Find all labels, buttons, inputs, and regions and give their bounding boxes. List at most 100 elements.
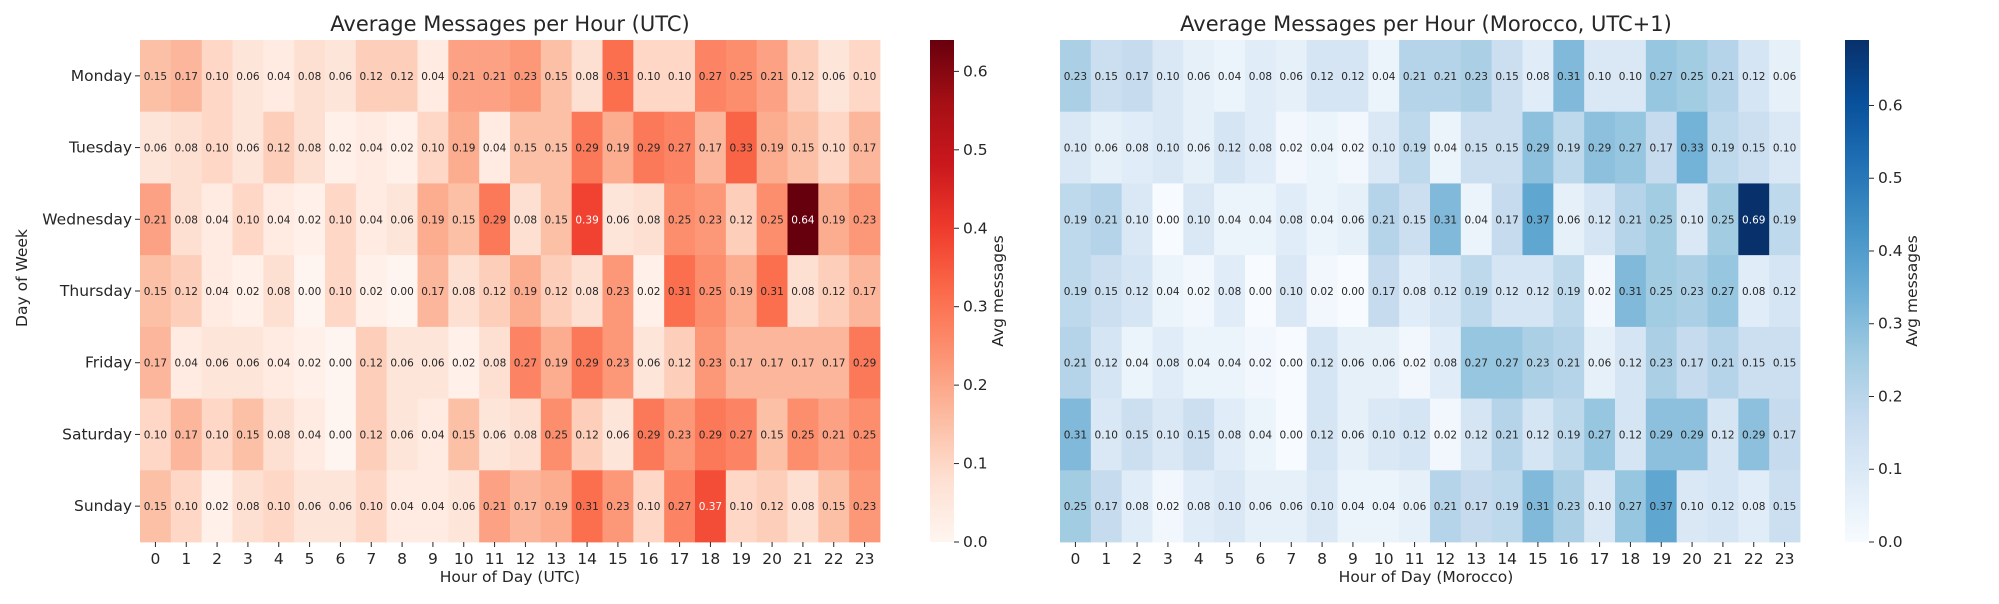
heatmap-cell: [1430, 470, 1462, 543]
cell-value-label: 0.06: [236, 71, 260, 83]
x-tick-label: 0: [150, 550, 160, 568]
heatmap-cell: [664, 398, 696, 471]
heatmap-cell: [849, 40, 881, 113]
cell-value-label: 0.31: [606, 71, 629, 83]
cell-value-label: 0.04: [1372, 71, 1396, 83]
cell-value-label: 0.04: [1249, 214, 1273, 226]
cell-value-label: 0.17: [791, 358, 814, 370]
heatmap-cell: [1275, 398, 1308, 471]
heatmap-cell: [602, 398, 634, 471]
heatmap-cell: [510, 326, 542, 399]
cell-value-label: 0.10: [329, 286, 352, 298]
cell-value-label: 0.12: [1434, 286, 1457, 298]
cell-value-label: 0.06: [390, 358, 414, 370]
colorbar-tick-label: 0.4: [963, 219, 988, 237]
heatmap-cell: [1707, 255, 1739, 328]
heatmap-cell: [849, 470, 881, 543]
x-tick-label: 9: [428, 550, 438, 568]
cell-value-label: 0.23: [1465, 71, 1488, 83]
heatmap-cell: [1491, 398, 1523, 471]
cell-value-label: 0.27: [1650, 71, 1673, 83]
x-tick-label: 6: [1255, 550, 1265, 568]
cell-value-label: 0.31: [1434, 214, 1457, 226]
heatmap-cell: [787, 398, 819, 471]
heatmap-cell: [1615, 470, 1647, 543]
x-tick-label: 5: [1225, 550, 1235, 568]
x-tick-label: 21: [1713, 550, 1733, 568]
cell-value-label: 0.10: [1619, 71, 1642, 83]
cell-value-label: 0.21: [1495, 429, 1518, 441]
cell-value-label: 0.08: [1218, 286, 1241, 298]
colorbar-morocco: 0.0 0.1 0.2 0.3 0.4 0.5 0.6: [1845, 40, 1903, 551]
heatmap-cell: [1676, 183, 1708, 256]
cell-value-label: 0.21: [1711, 71, 1734, 83]
cell-value-label: 0.12: [1310, 429, 1333, 441]
cell-value-label: 0.15: [791, 143, 814, 155]
heatmap-cell: [1214, 111, 1246, 184]
heatmap-cell: [386, 255, 418, 328]
y-tick-label: Saturday: [62, 425, 132, 443]
cell-value-label: 0.12: [1711, 501, 1734, 513]
heatmap-cell: [510, 398, 542, 471]
heatmap-cell: [1491, 326, 1523, 399]
heatmap-cell: [1368, 183, 1400, 256]
heatmap-cell: [1738, 255, 1770, 328]
cell-value-label: 0.10: [144, 429, 167, 441]
x-tick-label: 22: [1744, 550, 1764, 568]
heatmap-cell: [571, 398, 603, 471]
colorbar-label-morocco: Avg messages: [1903, 235, 1921, 346]
heatmap-cell: [725, 183, 758, 256]
heatmap-cell: [201, 111, 233, 184]
heatmap-cell: [263, 326, 295, 399]
heatmap-cell: [1337, 470, 1369, 543]
heatmap-cell: [664, 111, 696, 184]
heatmap-cell: [1430, 326, 1462, 399]
heatmap-cell: [510, 111, 542, 184]
heatmap-cell: [201, 326, 233, 399]
cell-value-label: 0.23: [606, 286, 629, 298]
heatmap-cell: [725, 470, 758, 543]
cell-value-label: 0.15: [1465, 143, 1488, 155]
heatmap-cell: [1368, 111, 1400, 184]
heatmap-cell: [756, 470, 788, 543]
heatmap-cell: [386, 470, 418, 543]
heatmap-cell: [170, 111, 203, 184]
heatmap-cell: [1522, 111, 1554, 184]
cell-value-label: 0.06: [1280, 71, 1304, 83]
cell-value-label: 0.21: [1711, 358, 1734, 370]
heatmap-cell: [232, 470, 264, 543]
heatmap-cell: [849, 183, 881, 256]
x-tick-label: 20: [1682, 550, 1702, 568]
heatmap-cell: [787, 255, 819, 328]
heatmap-cell: [849, 111, 881, 184]
cell-value-label: 0.19: [452, 143, 475, 155]
heatmap-cell: [355, 111, 388, 184]
heatmap-cell: [417, 398, 449, 471]
cell-value-label: 0.06: [1187, 143, 1211, 155]
heatmap-cell: [1707, 470, 1739, 543]
cell-value-label: 0.12: [360, 358, 383, 370]
cell-value-label: 0.10: [1156, 429, 1179, 441]
cell-value-label: 0.21: [1557, 358, 1580, 370]
x-tick-labels-utc: 0 1 2 3 4 5 6 7 8 9 10 11 12 13 14 15 16 17 18 19 20 21 22 23: [150, 542, 874, 568]
cell-value-label: 0.10: [267, 501, 290, 513]
cell-value-label: 0.06: [390, 429, 414, 441]
heatmap-cell: [1584, 111, 1616, 184]
cell-value-label: 0.17: [1125, 71, 1148, 83]
x-tick-label: 9: [1348, 550, 1358, 568]
heatmap-cell: [1460, 40, 1493, 113]
cell-value-label: 0.10: [1280, 286, 1303, 298]
cell-value-label: 0.02: [1434, 429, 1457, 441]
heatmap-cell: [1121, 183, 1153, 256]
cell-value-label: 0.12: [360, 429, 383, 441]
heatmap-cell: [1584, 183, 1616, 256]
heatmap-cell: [1645, 40, 1678, 113]
y-tick-label: Thursday: [59, 282, 132, 300]
cell-value-label: 0.29: [637, 429, 660, 441]
heatmap-cell: [1090, 470, 1123, 543]
cell-value-label: 0.10: [175, 501, 198, 513]
heatmap-cell: [756, 183, 788, 256]
heatmap-cell: [1368, 40, 1400, 113]
heatmap-cell: [1769, 326, 1801, 399]
heatmap-cell: [1306, 183, 1338, 256]
